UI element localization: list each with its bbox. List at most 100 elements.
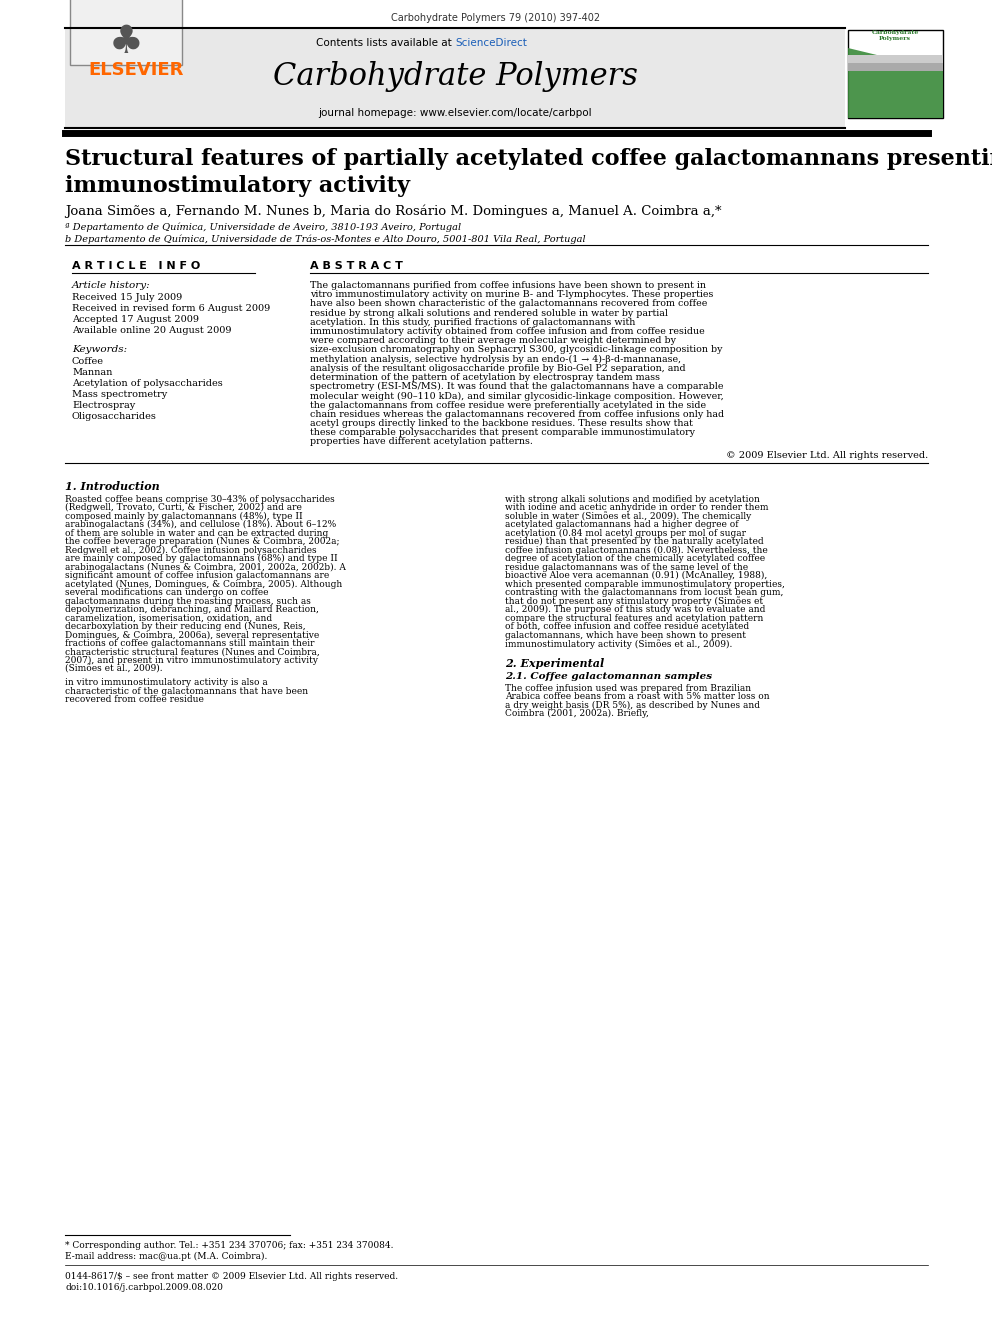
Text: of them are soluble in water and can be extracted during: of them are soluble in water and can be … [65, 529, 328, 537]
Text: Acetylation of polysaccharides: Acetylation of polysaccharides [72, 378, 223, 388]
Bar [848, 30, 943, 118]
Text: acetyl groups directly linked to the backbone residues. These results show that: acetyl groups directly linked to the bac… [310, 419, 692, 429]
Text: The galactomannans purified from coffee infusions have been shown to present in: The galactomannans purified from coffee … [310, 280, 706, 290]
Text: size-exclusion chromatography on Sephacryl S300, glycosidic-linkage composition : size-exclusion chromatography on Sephacr… [310, 345, 722, 355]
Text: galactomannans, which have been shown to present: galactomannans, which have been shown to… [505, 631, 746, 639]
Text: analysis of the resultant oligosaccharide profile by Bio-Gel P2 separation, and: analysis of the resultant oligosaccharid… [310, 364, 685, 373]
Text: in vitro immunostimulatory activity is also a: in vitro immunostimulatory activity is a… [65, 679, 268, 687]
Bar [848, 64, 943, 71]
Bar [848, 56, 943, 64]
Text: acetylated galactomannans had a higher degree of: acetylated galactomannans had a higher d… [505, 520, 738, 529]
Text: (Redgwell, Trovato, Curti, & Fischer, 2002) and are: (Redgwell, Trovato, Curti, & Fischer, 20… [65, 503, 302, 512]
Text: Joana Simões a, Fernando M. Nunes b, Maria do Rosário M. Domingues a, Manuel A. : Joana Simões a, Fernando M. Nunes b, Mar… [65, 205, 721, 218]
Polygon shape [848, 48, 943, 118]
Text: Accepted 17 August 2009: Accepted 17 August 2009 [72, 315, 199, 324]
Text: spectrometry (ESI-MS/MS). It was found that the galactomannans have a comparable: spectrometry (ESI-MS/MS). It was found t… [310, 382, 723, 392]
Text: vitro immunostimulatory activity on murine B- and T-lymphocytes. These propertie: vitro immunostimulatory activity on muri… [310, 290, 713, 299]
Text: 1. Introduction: 1. Introduction [65, 480, 160, 492]
Text: characteristic of the galactomannans that have been: characteristic of the galactomannans tha… [65, 687, 309, 696]
Text: * Corresponding author. Tel.: +351 234 370706; fax: +351 234 370084.: * Corresponding author. Tel.: +351 234 3… [65, 1241, 394, 1250]
Text: Mass spectrometry: Mass spectrometry [72, 390, 168, 400]
Text: bioactive Aloe vera acemannan (0.91) (McAnalley, 1988),: bioactive Aloe vera acemannan (0.91) (Mc… [505, 572, 767, 581]
Text: Roasted coffee beans comprise 30–43% of polysaccharides: Roasted coffee beans comprise 30–43% of … [65, 495, 334, 504]
Text: depolymerization, debranching, and Maillard Reaction,: depolymerization, debranching, and Maill… [65, 605, 318, 614]
Text: fractions of coffee galactomannans still maintain their: fractions of coffee galactomannans still… [65, 639, 314, 648]
Text: soluble in water (Simões et al., 2009). The chemically: soluble in water (Simões et al., 2009). … [505, 512, 751, 521]
Text: residue galactomannans was of the same level of the: residue galactomannans was of the same l… [505, 562, 748, 572]
Text: Keywords:: Keywords: [72, 345, 127, 355]
Text: contrasting with the galactomannans from locust bean gum,: contrasting with the galactomannans from… [505, 589, 784, 597]
Text: immunostimulatory activity obtained from coffee infusion and from coffee residue: immunostimulatory activity obtained from… [310, 327, 704, 336]
Text: 0144-8617/$ – see front matter © 2009 Elsevier Ltd. All rights reserved.: 0144-8617/$ – see front matter © 2009 El… [65, 1271, 398, 1281]
Text: residue by strong alkali solutions and rendered soluble in water by partial: residue by strong alkali solutions and r… [310, 308, 668, 318]
Text: coffee infusion galactomannans (0.08). Nevertheless, the: coffee infusion galactomannans (0.08). N… [505, 545, 768, 554]
Text: ScienceDirect: ScienceDirect [455, 38, 527, 48]
Text: several modifications can undergo on coffee: several modifications can undergo on cof… [65, 589, 269, 597]
Text: ♣: ♣ [108, 22, 144, 61]
Text: ELSEVIER: ELSEVIER [88, 61, 184, 79]
Text: the galactomannans from coffee residue were preferentially acetylated in the sid: the galactomannans from coffee residue w… [310, 401, 706, 410]
Text: (Simões et al., 2009).: (Simões et al., 2009). [65, 664, 163, 673]
Text: Mannan: Mannan [72, 368, 112, 377]
Text: acetylation (0.84 mol acetyl groups per mol of sugar: acetylation (0.84 mol acetyl groups per … [505, 529, 746, 537]
Text: E-mail address: mac@ua.pt (M.A. Coimbra).: E-mail address: mac@ua.pt (M.A. Coimbra)… [65, 1252, 268, 1261]
Text: with strong alkali solutions and modified by acetylation: with strong alkali solutions and modifie… [505, 495, 760, 504]
Text: © 2009 Elsevier Ltd. All rights reserved.: © 2009 Elsevier Ltd. All rights reserved… [726, 451, 928, 459]
Text: Structural features of partially acetylated coffee galactomannans presenting
imm: Structural features of partially acetyla… [65, 148, 992, 197]
Text: the coffee beverage preparation (Nunes & Coimbra, 2002a;: the coffee beverage preparation (Nunes &… [65, 537, 339, 546]
Text: Contents lists available at: Contents lists available at [316, 38, 455, 48]
Text: have also been shown characteristic of the galactomannans recovered from coffee: have also been shown characteristic of t… [310, 299, 707, 308]
Text: characteristic structural features (Nunes and Coimbra,: characteristic structural features (Nune… [65, 647, 319, 656]
Text: significant amount of coffee infusion galactomannans are: significant amount of coffee infusion ga… [65, 572, 329, 579]
Text: Coimbra (2001, 2002a). Briefly,: Coimbra (2001, 2002a). Briefly, [505, 709, 649, 718]
Text: Available online 20 August 2009: Available online 20 August 2009 [72, 325, 231, 335]
Text: Redgwell et al., 2002). Coffee infusion polysaccharides: Redgwell et al., 2002). Coffee infusion … [65, 545, 316, 554]
Text: Article history:: Article history: [72, 280, 151, 290]
Text: Received in revised form 6 August 2009: Received in revised form 6 August 2009 [72, 304, 270, 314]
Text: galactomannans during the roasting process, such as: galactomannans during the roasting proce… [65, 597, 310, 606]
Text: are mainly composed by galactomannans (68%) and type II: are mainly composed by galactomannans (6… [65, 554, 337, 564]
Text: 2.1. Coffee galactomannan samples: 2.1. Coffee galactomannan samples [505, 672, 712, 680]
Text: 2007), and present in vitro immunostimulatory activity: 2007), and present in vitro immunostimul… [65, 656, 318, 665]
Text: A R T I C L E   I N F O: A R T I C L E I N F O [72, 261, 200, 271]
Text: recovered from coffee residue: recovered from coffee residue [65, 695, 204, 704]
Text: al., 2009). The purpose of this study was to evaluate and: al., 2009). The purpose of this study wa… [505, 605, 766, 614]
Text: these comparable polysaccharides that present comparable immunostimulatory: these comparable polysaccharides that pr… [310, 429, 695, 437]
Text: doi:10.1016/j.carbpol.2009.08.020: doi:10.1016/j.carbpol.2009.08.020 [65, 1283, 223, 1293]
Text: ª Departamento de Química, Universidade de Aveiro, 3810-193 Aveiro, Portugal: ª Departamento de Química, Universidade … [65, 224, 461, 233]
Text: The coffee infusion used was prepared from Brazilian: The coffee infusion used was prepared fr… [505, 684, 751, 693]
Text: decarboxylation by their reducing end (Nunes, Reis,: decarboxylation by their reducing end (N… [65, 622, 306, 631]
Text: were compared according to their average molecular weight determined by: were compared according to their average… [310, 336, 676, 345]
Text: determination of the pattern of acetylation by electrospray tandem mass: determination of the pattern of acetylat… [310, 373, 660, 382]
Text: degree of acetylation of the chemically acetylated coffee: degree of acetylation of the chemically … [505, 554, 765, 564]
Text: with iodine and acetic anhydride in order to render them: with iodine and acetic anhydride in orde… [505, 503, 769, 512]
Text: Electrospray: Electrospray [72, 401, 135, 410]
Text: caramelization, isomerisation, oxidation, and: caramelization, isomerisation, oxidation… [65, 614, 272, 623]
Text: Arabica coffee beans from a roast with 5% matter loss on: Arabica coffee beans from a roast with 5… [505, 692, 770, 701]
Text: b Departamento de Química, Universidade de Trás-os-Montes e Alto Douro, 5001-801: b Departamento de Química, Universidade … [65, 235, 585, 245]
Text: acetylation. In this study, purified fractions of galactomannans with: acetylation. In this study, purified fra… [310, 318, 635, 327]
Text: compare the structural features and acetylation pattern: compare the structural features and acet… [505, 614, 764, 623]
Text: molecular weight (90–110 kDa), and similar glycosidic-linkage composition. Howev: molecular weight (90–110 kDa), and simil… [310, 392, 724, 401]
Text: journal homepage: www.elsevier.com/locate/carbpol: journal homepage: www.elsevier.com/locat… [318, 108, 592, 118]
Text: Received 15 July 2009: Received 15 July 2009 [72, 292, 183, 302]
Text: Oligosaccharides: Oligosaccharides [72, 411, 157, 421]
Text: which presented comparable immunostimulatory properties,: which presented comparable immunostimula… [505, 579, 785, 589]
Text: residue) than that presented by the naturally acetylated: residue) than that presented by the natu… [505, 537, 764, 546]
Text: Domingues, & Coimbra, 2006a), several representative: Domingues, & Coimbra, 2006a), several re… [65, 631, 319, 640]
Text: immunostimulatory activity (Simões et al., 2009).: immunostimulatory activity (Simões et al… [505, 639, 732, 648]
Bar [65, 28, 845, 128]
Text: methylation analysis, selective hydrolysis by an endo-(1 → 4)-β-d-mannanase,: methylation analysis, selective hydrolys… [310, 355, 682, 364]
Text: Carbohydrate Polymers: Carbohydrate Polymers [273, 61, 638, 93]
Text: arabinogalactans (34%), and cellulose (18%). About 6–12%: arabinogalactans (34%), and cellulose (1… [65, 520, 336, 529]
Bar [70, 0, 182, 65]
Text: a dry weight basis (DR 5%), as described by Nunes and: a dry weight basis (DR 5%), as described… [505, 701, 760, 709]
Text: arabinogalactans (Nunes & Coimbra, 2001, 2002a, 2002b). A: arabinogalactans (Nunes & Coimbra, 2001,… [65, 562, 346, 572]
Text: Carbohydrate Polymers 79 (2010) 397-402: Carbohydrate Polymers 79 (2010) 397-402 [392, 13, 600, 22]
Text: chain residues whereas the galactomannans recovered from coffee infusions only h: chain residues whereas the galactomannan… [310, 410, 724, 419]
Text: properties have different acetylation patterns.: properties have different acetylation pa… [310, 438, 533, 446]
Text: of both, coffee infusion and coffee residue acetylated: of both, coffee infusion and coffee resi… [505, 622, 749, 631]
Text: A B S T R A C T: A B S T R A C T [310, 261, 403, 271]
Text: Coffee: Coffee [72, 357, 104, 366]
Text: acetylated (Nunes, Domingues, & Coimbra, 2005). Although: acetylated (Nunes, Domingues, & Coimbra,… [65, 579, 342, 589]
